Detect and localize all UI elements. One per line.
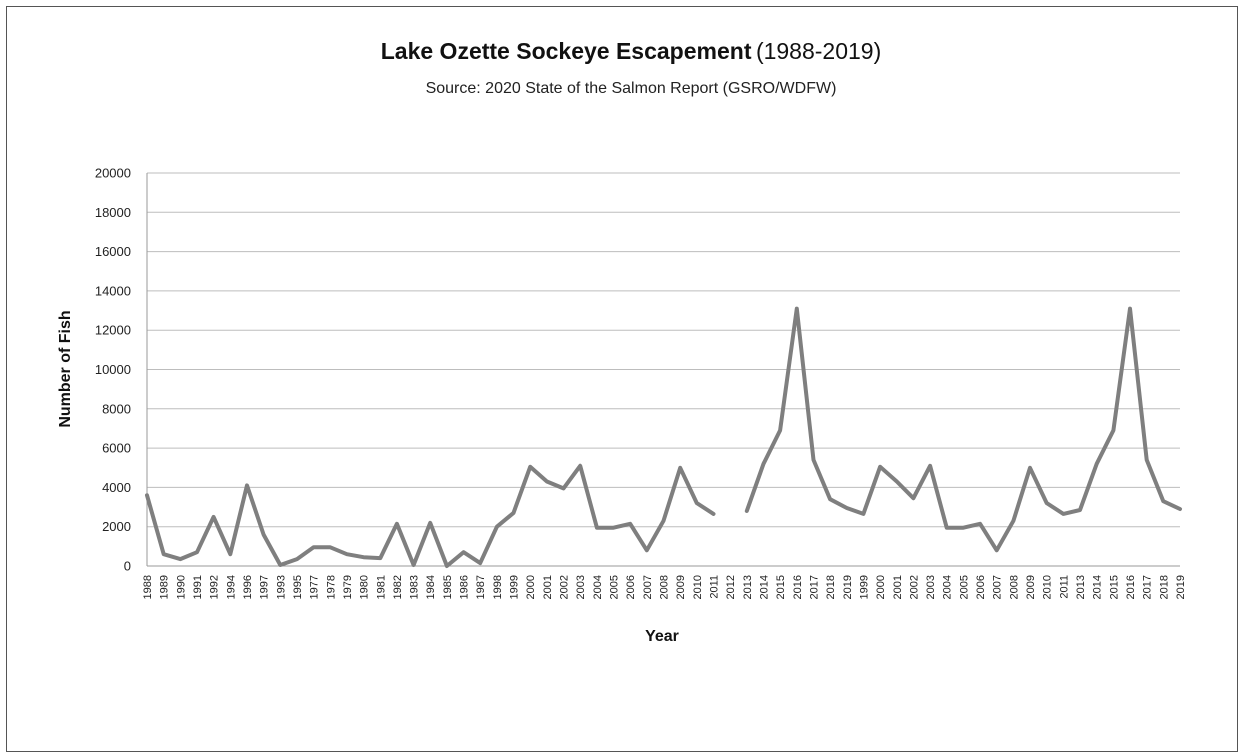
chart-title: Lake Ozette Sockeye Escapement (1988-201… <box>0 38 1246 65</box>
x-tick-label: 2011 <box>1058 575 1070 599</box>
x-tick-label: 1990 <box>175 575 187 599</box>
x-tick-label: 1986 <box>459 575 471 599</box>
x-tick-label: 2003 <box>575 575 587 599</box>
series-line <box>145 463 716 568</box>
x-tick-label: 1999 <box>858 575 870 599</box>
y-tick-label: 0 <box>124 559 131 574</box>
y-tick-label: 10000 <box>95 362 131 377</box>
x-tick-label: 1983 <box>409 575 421 599</box>
x-tick-label: 1991 <box>192 575 204 599</box>
y-tick-label: 12000 <box>95 323 131 338</box>
chart-title-main: Lake Ozette Sockeye Escapement <box>380 38 752 64</box>
x-tick-label: 1987 <box>475 575 487 599</box>
x-tick-label: 2018 <box>825 575 837 599</box>
x-tick-label: 2005 <box>609 575 621 599</box>
series-line <box>744 306 1182 553</box>
y-axis-label: Number of Fish <box>57 310 74 427</box>
x-tick-label: 2013 <box>1075 575 1087 599</box>
x-tick-label: 2008 <box>1008 575 1020 599</box>
gridlines <box>146 172 1180 567</box>
x-tick-label: 2015 <box>775 575 787 599</box>
x-tick-label: 1988 <box>142 575 154 599</box>
x-axis-label: Year <box>645 628 679 645</box>
x-tick-label: 1985 <box>442 575 454 599</box>
x-tick-label: 2004 <box>592 575 604 599</box>
x-tick-label: 2000 <box>525 575 537 599</box>
series-line-group <box>145 306 1182 568</box>
x-tick-label: 2009 <box>675 575 687 599</box>
x-tick-label: 2012 <box>725 575 737 599</box>
y-tick-label: 18000 <box>95 205 131 220</box>
x-tick-label: 1996 <box>242 575 254 599</box>
x-tick-label: 1992 <box>209 575 221 599</box>
chart-frame <box>6 6 1238 752</box>
y-tick-label: 20000 <box>95 166 131 181</box>
x-tick-label: 1993 <box>275 575 287 599</box>
x-tick-label: 1994 <box>225 575 237 599</box>
x-tick-label: 2002 <box>908 575 920 599</box>
x-tick-label: 2002 <box>559 575 571 599</box>
x-tick-label: 2019 <box>842 575 854 599</box>
x-tick-label: 2014 <box>758 575 770 599</box>
x-tick-label: 1979 <box>342 575 354 599</box>
x-tick-label: 2007 <box>992 575 1004 599</box>
x-tick-label: 2015 <box>1108 575 1120 599</box>
y-tick-label: 16000 <box>95 244 131 259</box>
x-tick-label: 2000 <box>875 575 887 599</box>
y-tick-label: 8000 <box>102 401 131 416</box>
x-tick-label: 2003 <box>925 575 937 599</box>
x-tick-label: 2007 <box>642 575 654 599</box>
x-tick-label: 2019 <box>1175 575 1187 599</box>
x-tick-label: 2010 <box>1042 575 1054 599</box>
x-tick-label: 1980 <box>359 575 371 599</box>
x-tick-label: 2017 <box>1142 575 1154 599</box>
chart-title-years: (1988-2019) <box>755 38 882 64</box>
x-tick-label: 1995 <box>292 575 304 599</box>
x-tick-label: 2016 <box>792 575 804 599</box>
x-tick-label: 2001 <box>892 575 904 599</box>
x-tick-label: 1984 <box>425 575 437 599</box>
x-tick-label: 1981 <box>375 575 387 599</box>
x-tick-label: 1997 <box>259 575 271 599</box>
y-tick-label: 6000 <box>102 441 131 456</box>
x-tick-label: 2006 <box>625 575 637 599</box>
x-tick-label: 1989 <box>159 575 171 599</box>
x-tick-label: 1977 <box>309 575 321 599</box>
x-tick-label: 2010 <box>692 575 704 599</box>
x-tick-label: 2017 <box>808 575 820 599</box>
x-tick-label: 1998 <box>492 575 504 599</box>
x-tick-label: 2011 <box>708 575 720 599</box>
y-tick-label: 14000 <box>95 283 131 298</box>
y-tick-label: 4000 <box>102 480 131 495</box>
y-axis-ticks: 0 2000 4000 6000 8000 10000 12000 14000 16000 180… <box>95 166 131 574</box>
x-tick-label: 2005 <box>958 575 970 599</box>
x-tick-label: 2009 <box>1025 575 1037 599</box>
x-tick-label: 2006 <box>975 575 987 599</box>
x-tick-label: 2004 <box>942 575 954 599</box>
x-tick-label: 1999 <box>509 575 521 599</box>
x-tick-label: 2008 <box>659 575 671 599</box>
x-axis-ticks: 1988 1989 1990 1991 1992 1994 1996 1997 1993 1995… <box>142 575 1187 599</box>
x-tick-label: 2013 <box>742 575 754 599</box>
y-tick-label: 2000 <box>102 519 131 534</box>
x-tick-label: 2016 <box>1125 575 1137 599</box>
x-tick-label: 2014 <box>1092 575 1104 599</box>
x-tick-label: 1982 <box>392 575 404 599</box>
x-tick-label: 2001 <box>542 575 554 599</box>
x-tick-label: 1978 <box>325 575 337 599</box>
x-tick-label: 2018 <box>1158 575 1170 599</box>
chart-subtitle: Source: 2020 State of the Salmon Report … <box>425 80 837 97</box>
